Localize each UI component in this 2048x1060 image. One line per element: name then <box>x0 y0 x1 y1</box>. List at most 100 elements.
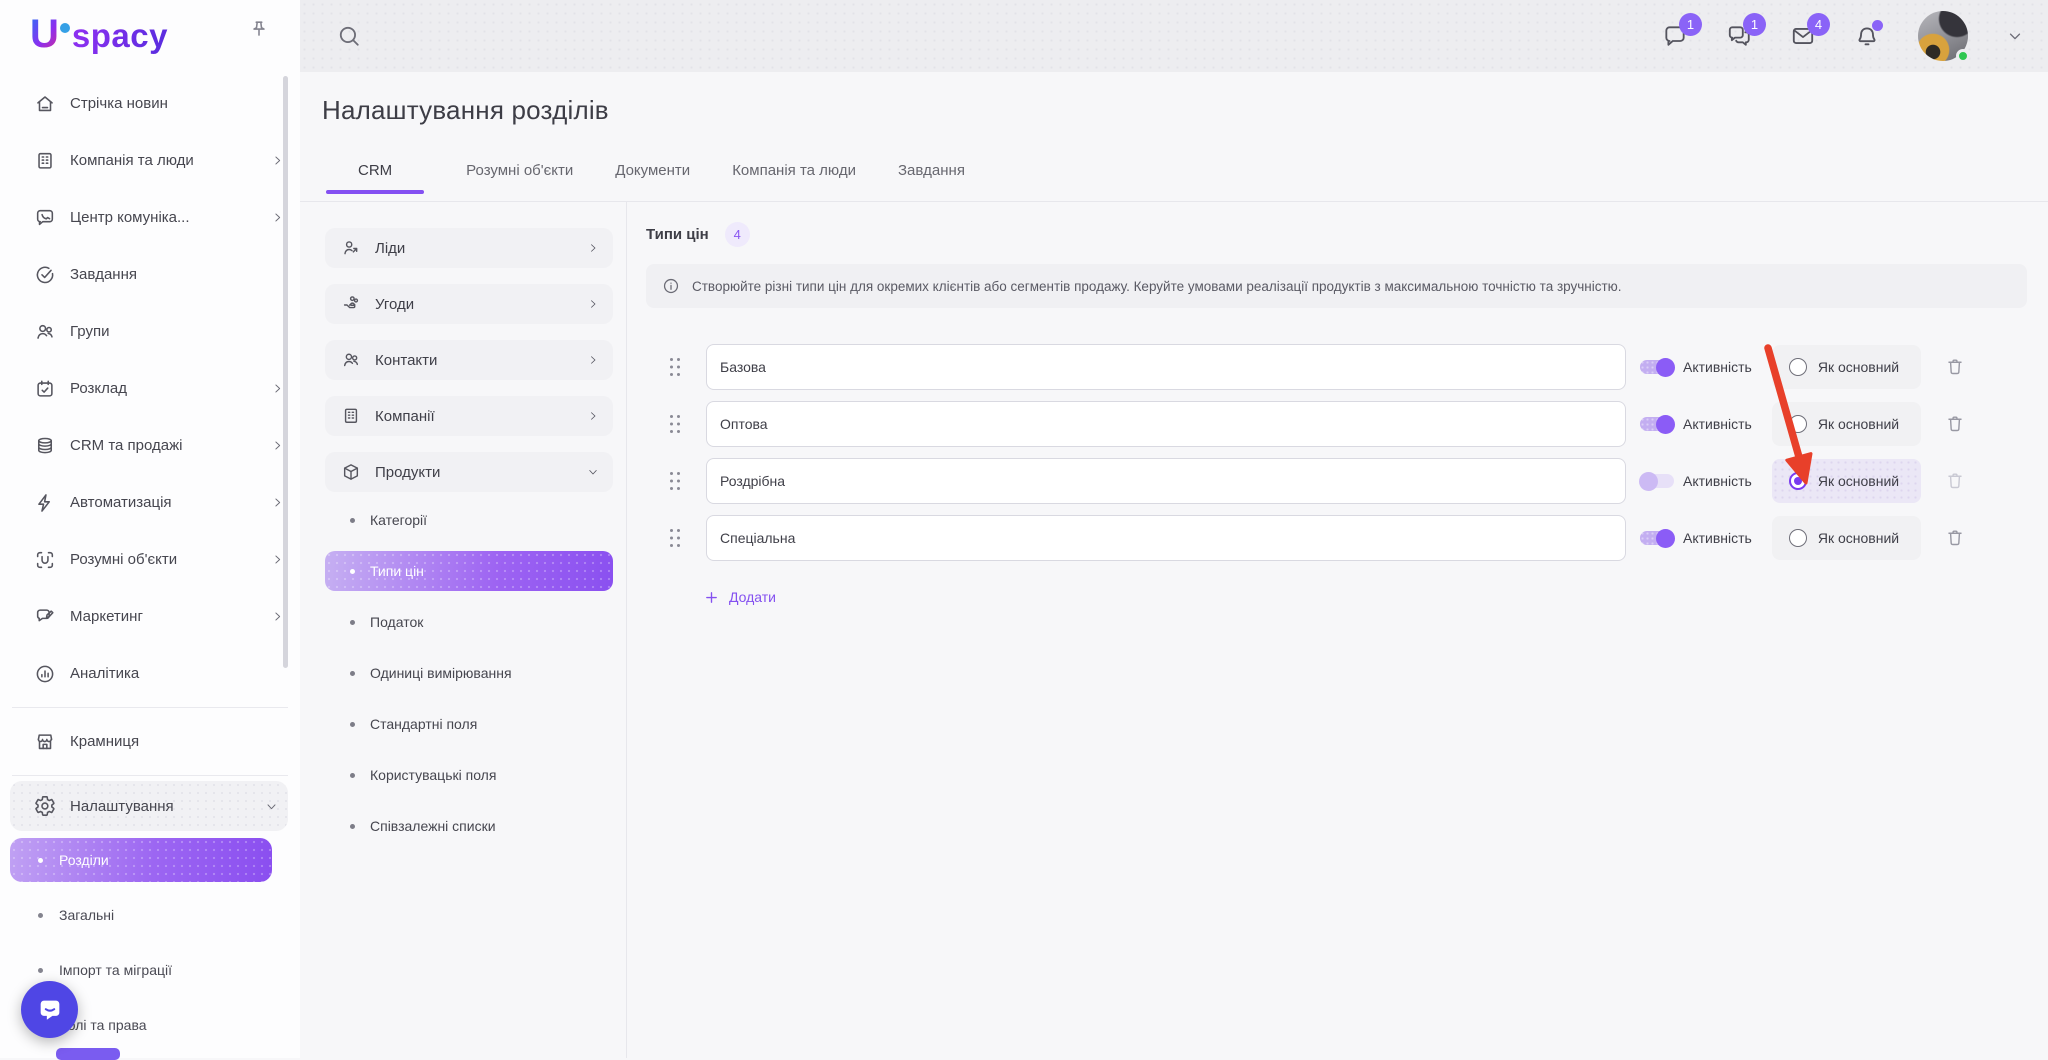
price-type-name-input[interactable] <box>706 515 1626 561</box>
drag-handle-icon[interactable] <box>668 413 682 435</box>
add-price-type-button[interactable]: Додати <box>704 589 776 605</box>
set-as-main-option[interactable]: Як основний <box>1771 516 1922 560</box>
crm-section-list: Ліди Угоди Контакти Компанії Продукти <box>325 228 613 508</box>
mail-badge: 4 <box>1807 13 1830 36</box>
sidebar-item-calendar[interactable]: Розклад <box>0 360 300 417</box>
content-heading: Типи цін <box>646 226 709 243</box>
chat-badge: 1 <box>1679 13 1702 36</box>
products-subitem[interactable]: Стандартні поля <box>325 704 613 744</box>
profile-chevron-down-icon[interactable] <box>2006 27 2024 45</box>
chevron-right-icon <box>271 154 284 167</box>
bullet-icon <box>350 568 355 574</box>
sidebar-item-smart-objects[interactable]: Розумні об'єкти <box>0 531 300 588</box>
delete-icon[interactable] <box>1945 471 1965 491</box>
sidebar-subitem[interactable]: Імпорт та міграції <box>10 948 272 992</box>
plus-icon <box>704 590 719 605</box>
toggle-knob <box>1656 528 1675 548</box>
as-main-label: Як основний <box>1817 416 1900 432</box>
crm-section-products[interactable]: Продукти <box>325 452 613 492</box>
delete-icon[interactable] <box>1945 528 1965 548</box>
chat-icon[interactable]: 1 <box>1662 13 1702 49</box>
scrolled-item-edge <box>56 1048 120 1060</box>
sidebar-item-shop[interactable]: Крамниця <box>0 713 300 770</box>
tab-label: Розумні об'єкти <box>466 162 574 179</box>
delete-icon[interactable] <box>1945 414 1965 434</box>
sidebar-item-tasks[interactable]: Завдання <box>0 246 300 303</box>
sidebar-item-label: Розумні об'єкти <box>70 551 178 568</box>
search-icon[interactable] <box>336 23 362 49</box>
sidebar-item-marketing[interactable]: Маркетинг <box>0 588 300 645</box>
sidebar-item-groups[interactable]: Групи <box>0 303 300 360</box>
products-subitem[interactable]: Співзалежні списки <box>325 806 613 846</box>
contacts-icon <box>341 350 361 370</box>
activity-label: Активність <box>1683 473 1752 489</box>
channels-icon[interactable]: 1 <box>1726 13 1766 49</box>
chat-bubble-icon <box>36 996 64 1024</box>
products-subitem[interactable]: Користувацькі поля <box>325 755 613 795</box>
as-main-label: Як основний <box>1817 359 1900 375</box>
sidebar-scrollbar[interactable] <box>283 76 288 668</box>
crm-section-companies[interactable]: Компанії <box>325 396 613 436</box>
tab-item[interactable]: Розумні об'єкти <box>466 162 573 194</box>
logo-letter: U <box>30 12 59 56</box>
sidebar-item-analytics[interactable]: Аналітика <box>0 645 300 702</box>
activity-toggle[interactable] <box>1640 357 1675 377</box>
products-subitem[interactable]: Податок <box>325 602 613 642</box>
activity-toggle[interactable] <box>1640 528 1675 548</box>
products-subitem-label: Користувацькі поля <box>370 767 497 783</box>
crm-section-deals[interactable]: Угоди <box>325 284 613 324</box>
sidebar-item-comm-center[interactable]: Центр комуніка... <box>0 189 300 246</box>
sidebar-subitem[interactable]: Загальні <box>10 893 272 937</box>
drag-handle-icon[interactable] <box>668 470 682 492</box>
drag-handle-icon[interactable] <box>668 356 682 378</box>
sidebar-item-label: Компанія та люди <box>70 152 194 169</box>
activity-toggle[interactable] <box>1640 414 1675 434</box>
as-main-label: Як основний <box>1817 473 1900 489</box>
tab-label: Компанія та люди <box>732 162 856 179</box>
tab-item[interactable]: Документи <box>615 162 690 194</box>
sidebar-item-settings[interactable]: Налаштування <box>10 781 288 831</box>
support-chat-launcher[interactable] <box>21 981 78 1038</box>
set-as-main-option[interactable]: Як основний <box>1771 459 1922 503</box>
sidebar-item-crm[interactable]: CRM та продажі <box>0 417 300 474</box>
count-badge: 4 <box>724 222 750 247</box>
products-subitem[interactable]: Типи цін <box>325 551 613 591</box>
sidebar-subitem-label: Імпорт та міграції <box>59 962 173 978</box>
chevron-down-icon <box>265 800 278 813</box>
products-subitem[interactable]: Одиниці вимірювання <box>325 653 613 693</box>
tab-item[interactable]: Компанія та люди <box>732 162 856 194</box>
sidebar-item-home[interactable]: Стрічка новин <box>0 75 300 132</box>
products-subitem-label: Стандартні поля <box>370 716 478 732</box>
activity-toggle[interactable] <box>1639 471 1674 491</box>
sidebar-subitem[interactable]: Розділи <box>10 838 272 882</box>
delete-icon[interactable] <box>1945 357 1965 377</box>
sidebar-subitem-label: Ролі та права <box>59 1017 147 1033</box>
set-as-main-option[interactable]: Як основний <box>1771 345 1922 389</box>
tab-crm[interactable]: CRM <box>326 162 425 194</box>
sidebar-item-label: Розклад <box>70 380 127 397</box>
smart-objects-icon <box>34 549 56 571</box>
price-type-name-input[interactable] <box>706 458 1626 504</box>
user-avatar[interactable] <box>1918 11 1970 63</box>
toggle-knob <box>1639 471 1658 491</box>
price-type-name-input[interactable] <box>706 344 1626 390</box>
mail-icon[interactable]: 4 <box>1790 13 1830 49</box>
settings-icon <box>34 795 56 817</box>
tab-item[interactable]: Завдання <box>898 162 965 194</box>
crm-section-contacts[interactable]: Контакти <box>325 340 613 380</box>
price-type-name-input[interactable] <box>706 401 1626 447</box>
drag-handle-icon[interactable] <box>668 527 682 549</box>
notifications-bell-icon[interactable] <box>1854 20 1883 49</box>
sidebar-item-company[interactable]: Компанія та люди <box>0 132 300 189</box>
bullet-icon <box>350 721 355 727</box>
activity-label: Активність <box>1683 530 1752 546</box>
products-subitem-label: Типи цін <box>370 563 424 579</box>
set-as-main-option[interactable]: Як основний <box>1771 402 1922 446</box>
sidebar-item-automation[interactable]: Автоматизація <box>0 474 300 531</box>
products-subitem[interactable]: Категорії <box>325 500 613 540</box>
home-icon <box>34 93 56 115</box>
pin-sidebar-icon[interactable] <box>248 19 270 41</box>
leads-icon <box>341 238 361 258</box>
crm-section-leads[interactable]: Ліди <box>325 228 613 268</box>
